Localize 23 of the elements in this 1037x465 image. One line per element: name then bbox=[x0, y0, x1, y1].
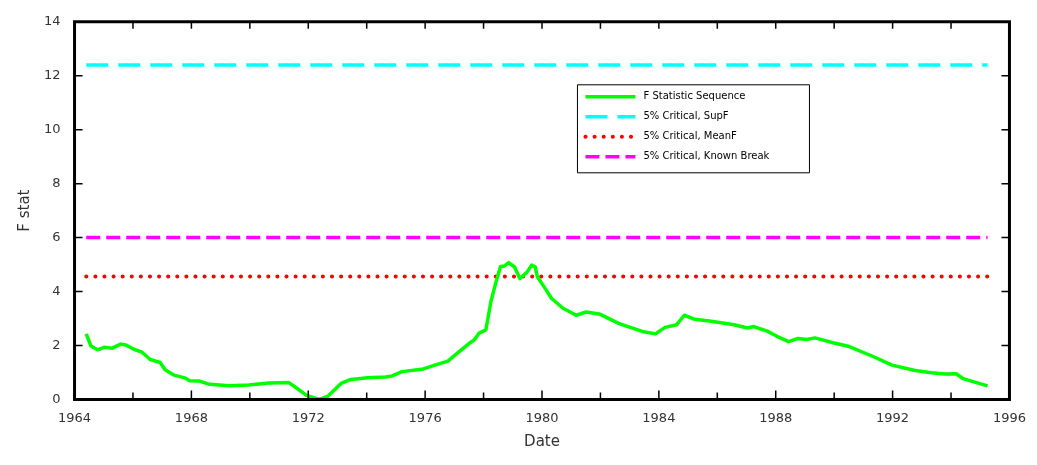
x-tick-label: 1968 bbox=[174, 409, 208, 425]
y-tick-label: 0 bbox=[52, 390, 61, 406]
legend-label: 5% Critical, MeanF bbox=[643, 130, 738, 142]
y-tick-label: 4 bbox=[52, 282, 61, 298]
y-tick-label: 14 bbox=[44, 13, 61, 29]
x-tick-label: 1976 bbox=[408, 409, 442, 425]
legend-label: F Statistic Sequence bbox=[643, 90, 746, 102]
x-tick-label: 1984 bbox=[642, 409, 676, 425]
x-tick-label: 1996 bbox=[992, 409, 1026, 425]
x-tick-label: 1964 bbox=[58, 409, 92, 425]
y-axis-title: F stat bbox=[14, 189, 33, 232]
x-tick-label: 1972 bbox=[291, 409, 325, 425]
y-tick-label: 2 bbox=[52, 336, 61, 352]
y-tick-label: 10 bbox=[44, 121, 61, 137]
x-tick-label: 1980 bbox=[525, 409, 559, 425]
y-tick-label: 8 bbox=[52, 175, 61, 190]
legend-label: 5% Critical, SupF bbox=[643, 110, 729, 122]
x-axis-title: Date bbox=[524, 431, 560, 450]
x-tick-label: 1988 bbox=[759, 409, 793, 425]
legend-label: 5% Critical, Known Break bbox=[643, 150, 770, 162]
x-tick-label: 1992 bbox=[876, 409, 910, 425]
y-tick-label: 6 bbox=[52, 228, 61, 244]
y-tick-label: 12 bbox=[44, 67, 61, 83]
